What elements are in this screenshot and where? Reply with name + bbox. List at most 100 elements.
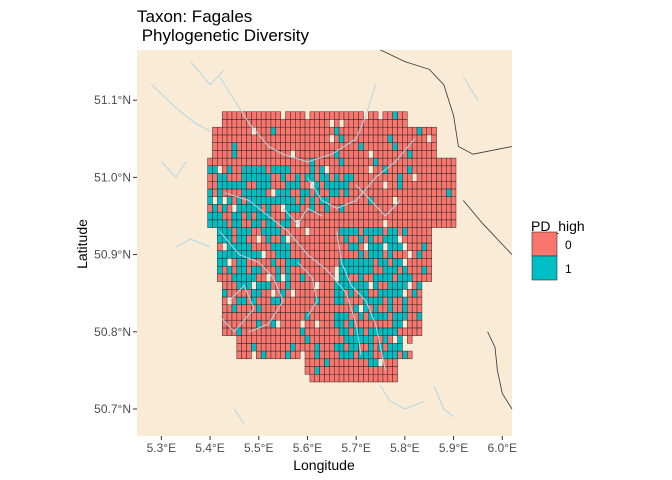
x-tick-label: 5.6°E <box>293 441 322 455</box>
grid-cell <box>353 250 359 259</box>
grid-cell <box>319 373 325 383</box>
grid-cell <box>333 180 340 190</box>
grid-cell <box>241 188 247 197</box>
grid-cell <box>377 373 384 383</box>
grid-cell <box>265 281 272 290</box>
y-tick-label: 50.7°N <box>94 402 131 416</box>
grid-cell <box>358 312 364 321</box>
grid-cell <box>236 265 242 275</box>
grid-cell <box>416 134 423 143</box>
grid-cell <box>290 180 296 190</box>
grid-cell <box>333 142 340 151</box>
grid-cell <box>397 343 403 352</box>
grid-cell <box>256 343 262 352</box>
grid-cell <box>382 265 389 275</box>
grid-cell <box>212 204 218 213</box>
grid-cell <box>319 188 325 197</box>
grid-cell <box>221 327 228 336</box>
grid-cell <box>280 235 286 244</box>
grid-cell <box>212 150 218 159</box>
grid-cell <box>368 157 374 167</box>
grid-cell <box>260 327 267 336</box>
grid-cell <box>387 327 393 336</box>
grid-cell <box>217 219 223 228</box>
grid-cell <box>236 258 242 267</box>
grid-cell <box>382 273 389 282</box>
grid-cell <box>358 165 364 174</box>
grid-cell <box>333 165 340 174</box>
grid-cell <box>372 289 379 298</box>
grid-cell <box>397 281 403 290</box>
grid-cell <box>319 289 325 298</box>
grid-cell <box>295 327 301 336</box>
grid-cell <box>382 134 389 143</box>
grid-cell <box>377 265 384 275</box>
grid-cell <box>416 211 423 221</box>
grid-cell <box>338 188 345 197</box>
grid-cell <box>260 304 267 313</box>
grid-cell <box>431 134 437 143</box>
grid-cell <box>372 180 379 190</box>
grid-cell <box>319 312 325 321</box>
grid-cell <box>309 142 316 151</box>
grid-cell <box>285 219 291 228</box>
grid-cell <box>299 281 306 290</box>
grid-cell <box>329 319 335 329</box>
grid-cell <box>314 142 320 151</box>
grid-cell <box>324 211 330 221</box>
grid-cell <box>270 150 277 159</box>
grid-cell <box>226 227 233 236</box>
grid-cell <box>236 343 242 352</box>
grid-cell <box>290 258 296 267</box>
grid-cell <box>363 227 369 236</box>
grid-cell <box>329 211 335 221</box>
grid-cell <box>236 242 242 251</box>
grid-cell <box>431 150 437 159</box>
grid-cell <box>314 119 320 128</box>
grid-cell <box>431 142 437 151</box>
grid-cell <box>329 250 335 259</box>
grid-cell <box>387 373 393 383</box>
map-panel <box>137 49 513 436</box>
grid-cell <box>431 180 437 190</box>
grid-cell <box>372 343 379 352</box>
grid-cell <box>397 211 403 221</box>
grid-cell <box>358 142 364 151</box>
grid-cell <box>382 250 389 259</box>
grid-cell <box>285 134 291 143</box>
grid-cell <box>329 219 335 228</box>
grid-cell <box>392 289 398 298</box>
grid-cell <box>353 235 359 244</box>
grid-cell <box>309 319 316 329</box>
grid-cell <box>421 258 428 267</box>
grid-cell <box>275 335 281 344</box>
grid-cell <box>256 242 262 251</box>
grid-cell <box>416 157 423 167</box>
grid-cell <box>446 180 452 190</box>
grid-cell <box>421 134 428 143</box>
grid-cell <box>319 119 325 128</box>
grid-cell <box>226 188 233 197</box>
grid-cell <box>212 134 218 143</box>
grid-cell <box>314 227 320 236</box>
grid-cell <box>275 111 281 120</box>
grid-cell <box>441 196 447 205</box>
grid-cell <box>251 335 257 344</box>
grid-cell <box>275 312 281 321</box>
grid-cell <box>363 250 369 259</box>
grid-cell <box>217 150 223 159</box>
grid-cell <box>236 173 242 182</box>
grid-cell <box>265 219 272 228</box>
grid-cell <box>343 180 350 190</box>
grid-cell <box>221 180 228 190</box>
grid-cell <box>387 304 393 313</box>
river-line <box>433 385 454 418</box>
grid-cell <box>431 157 437 167</box>
grid-cell <box>377 296 384 306</box>
grid-cell <box>397 258 403 267</box>
grid-cell <box>226 134 233 143</box>
grid-cell <box>407 304 413 313</box>
grid-cell <box>363 219 369 228</box>
grid-cell <box>217 273 223 282</box>
grid-cell <box>212 188 218 197</box>
